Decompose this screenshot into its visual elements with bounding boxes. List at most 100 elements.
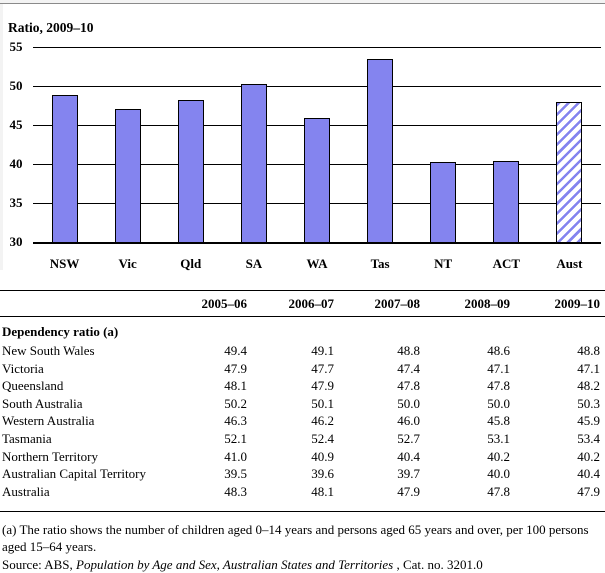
table-row: Western Australia 46.3 46.2 46.0 45.8 45.9 <box>0 412 605 430</box>
cell-value: 40.9 <box>311 448 334 464</box>
cell-value: 40.4 <box>577 466 600 482</box>
footnote-a: (a) The ratio shows the number of childr… <box>2 522 589 554</box>
cell-value: 50.1 <box>311 395 334 411</box>
table-header-row: 2005–06 2006–07 2007–08 2008–09 2009–10 <box>0 291 605 317</box>
y-axis-label: 35 <box>9 195 23 210</box>
bar-Aust <box>556 102 583 242</box>
cell-value: 45.8 <box>487 413 510 429</box>
row-label: Western Australia <box>2 413 95 429</box>
cell-value: 47.9 <box>224 360 247 376</box>
cell-value: 47.1 <box>487 360 510 376</box>
row-label: Queensland <box>2 378 64 394</box>
x-axis-label-NT: NT <box>434 256 453 271</box>
cell-value: 50.0 <box>487 395 510 411</box>
source-line: Source: ABS, Population by Age and Sex, … <box>2 557 603 573</box>
bar-WA <box>304 117 330 242</box>
bar-Qld <box>177 100 204 242</box>
y-axis-label: 30 <box>9 234 23 249</box>
table-row: Australia 48.3 48.1 47.9 47.8 47.9 <box>0 483 605 501</box>
cell-value: 48.1 <box>311 483 334 499</box>
source-prefix: Source: ABS, <box>2 556 77 572</box>
cell-value: 47.4 <box>397 360 420 376</box>
row-label: Northern Territory <box>2 448 98 464</box>
cell-value: 52.7 <box>397 430 420 446</box>
row-label: Australia <box>2 483 50 499</box>
x-axis-label-Vic: Vic <box>118 256 137 271</box>
cell-value: 48.3 <box>224 483 247 499</box>
chart-x-axis: NSW Vic Qld SA WA Tas NT ACT Aust <box>33 256 601 272</box>
page-edge-strip <box>0 0 605 3</box>
source-suffix: , Cat. no. 3201.0 <box>393 556 483 572</box>
cell-value: 40.2 <box>487 448 510 464</box>
cell-value: 49.1 <box>311 343 334 358</box>
cell-value: 39.5 <box>224 466 247 482</box>
cell-value: 39.6 <box>311 466 334 482</box>
footnotes: (a) The ratio shows the number of childr… <box>2 522 603 573</box>
cell-value: 47.8 <box>487 483 510 499</box>
cell-value: 39.7 <box>397 466 420 482</box>
x-axis-label-WA: WA <box>306 256 328 271</box>
row-label: South Australia <box>2 395 83 411</box>
cell-value: 48.8 <box>397 343 420 358</box>
cell-value: 48.6 <box>487 343 510 358</box>
table-corner-cell <box>0 296 162 312</box>
page-edge-strip-left <box>0 4 3 270</box>
table-col-header: 2007–08 <box>374 296 421 311</box>
table-body: New South Wales 49.4 49.1 48.8 48.6 48.8 Victo… <box>0 342 605 511</box>
cell-value: 47.8 <box>487 378 510 394</box>
cell-value: 47.9 <box>577 483 600 499</box>
row-label: Victoria <box>2 360 44 376</box>
cell-value: 40.4 <box>397 448 420 464</box>
cell-value: 50.3 <box>577 395 600 411</box>
bar-Tas <box>367 59 394 242</box>
y-axis-label: 45 <box>9 117 23 132</box>
cell-value: 52.4 <box>311 430 334 446</box>
x-axis-label-Aust: Aust <box>556 256 583 271</box>
x-axis-label-SA: SA <box>245 256 263 271</box>
x-axis-label-Tas: Tas <box>370 256 390 271</box>
table-row: Tasmania 52.1 52.4 52.7 53.1 53.4 <box>0 430 605 448</box>
cell-value: 48.8 <box>577 343 600 358</box>
table-section-label: Dependency ratio (a) <box>2 324 119 339</box>
y-axis-label: 40 <box>9 156 23 171</box>
gridline <box>33 47 601 48</box>
y-axis-label: 55 <box>9 39 23 54</box>
dependency-ratio-table: 2005–06 2006–07 2007–08 2008–09 2009–10 Depe… <box>0 290 605 513</box>
bar-ACT <box>493 160 520 242</box>
table-row: Queensland 48.1 47.9 47.8 47.8 48.2 <box>0 377 605 395</box>
cell-value: 46.2 <box>311 413 334 429</box>
cell-value: 50.2 <box>224 395 247 411</box>
row-label: Tasmania <box>2 430 52 446</box>
table-row: Victoria 47.9 47.7 47.4 47.1 47.1 <box>0 360 605 378</box>
x-axis-label-ACT: ACT <box>492 256 521 271</box>
chart-plot-area <box>33 47 601 244</box>
table-col-header: 2008–09 <box>464 296 511 311</box>
source-publication-title: Population by Age and Sex, Australian St… <box>76 556 394 572</box>
cell-value: 53.4 <box>577 430 600 446</box>
top-rule <box>0 3 605 4</box>
table-row: South Australia 50.2 50.1 50.0 50.0 50.3 <box>0 395 605 413</box>
cell-value: 50.0 <box>397 395 420 411</box>
gridline <box>33 86 601 87</box>
cell-value: 49.4 <box>224 343 247 358</box>
cell-value: 47.1 <box>577 360 600 376</box>
table-row: Northern Territory 41.0 40.9 40.4 40.2 40.2 <box>0 448 605 466</box>
bar-NSW <box>51 95 78 242</box>
table-row: Australian Capital Territory 39.5 39.6 39.7… <box>0 465 605 483</box>
table-col-header: 2009–10 <box>554 296 601 311</box>
cell-value: 48.2 <box>577 378 600 394</box>
y-axis-label: 50 <box>9 78 23 93</box>
cell-value: 52.1 <box>224 430 247 446</box>
cell-value: 40.0 <box>487 466 510 482</box>
cell-value: 47.8 <box>397 378 420 394</box>
cell-value: 47.7 <box>311 360 334 376</box>
cell-value: 46.3 <box>224 413 247 429</box>
cell-value: 40.2 <box>577 448 600 464</box>
x-axis-label-Qld: Qld <box>180 256 202 271</box>
row-label: Australian Capital Territory <box>2 466 146 482</box>
cell-value: 41.0 <box>224 448 247 464</box>
x-axis-label-NSW: NSW <box>49 256 80 271</box>
table-col-header: 2006–07 <box>288 296 335 311</box>
cell-value: 47.9 <box>397 483 420 499</box>
